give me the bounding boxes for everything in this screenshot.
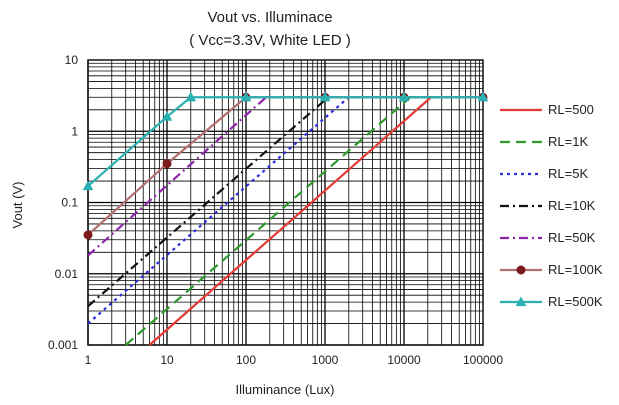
series-rl-50k — [87, 96, 483, 257]
y-tick-label: 0.01 — [55, 267, 79, 281]
legend-item: RL=10K — [500, 198, 596, 213]
y-axis-label: Vout (V) — [10, 182, 25, 229]
legend-item: RL=50K — [500, 230, 596, 245]
legend-marker — [515, 296, 527, 307]
x-tick-label: 1000 — [312, 353, 339, 367]
series-rl-500k — [82, 91, 489, 191]
data-point — [319, 91, 331, 102]
data-point — [161, 111, 173, 121]
y-tick-label: 0.1 — [61, 196, 78, 210]
y-tick-label: 0.001 — [48, 338, 78, 352]
x-tick-label: 10 — [160, 353, 174, 367]
data-point — [240, 91, 252, 102]
data-point — [82, 180, 94, 191]
series-line — [87, 96, 483, 236]
legend-item: RL=100K — [500, 262, 603, 277]
chart-title: Vout vs. Illuminace — [207, 9, 332, 26]
x-tick-label: 1 — [85, 353, 92, 367]
series-line — [87, 96, 483, 187]
series-line — [87, 96, 483, 257]
legend-item: RL=1K — [500, 134, 588, 149]
legend-marker — [516, 265, 526, 275]
legend-item: RL=500K — [500, 294, 603, 309]
data-point — [83, 230, 93, 240]
legend-label: RL=5K — [548, 166, 588, 181]
legend-label: RL=500K — [548, 294, 603, 309]
plot-frame — [87, 59, 484, 346]
legend: RL=500 RL=1K RL=5K RL=10K RL=50K RL=100K RL=50… — [500, 102, 603, 309]
y-tick-label: 10 — [65, 53, 79, 67]
legend-label: RL=1K — [548, 134, 588, 149]
series-layer — [82, 91, 489, 346]
x-axis-label: Illuminance (Lux) — [236, 382, 335, 397]
x-tick-label: 100 — [236, 353, 256, 367]
legend-item: RL=500 — [500, 102, 594, 117]
data-point — [185, 91, 197, 102]
series-rl-100k — [83, 92, 488, 240]
legend-label: RL=50K — [548, 230, 596, 245]
legend-label: RL=100K — [548, 262, 603, 277]
legend-label: RL=500 — [548, 102, 594, 117]
legend-label: RL=10K — [548, 198, 596, 213]
x-tick-label: 10000 — [387, 353, 421, 367]
chart-subtitle: ( Vcc=3.3V, White LED ) — [189, 32, 351, 49]
data-point — [398, 91, 410, 102]
tick-labels: 1 10 100 1000 10000 100000 10 1 0.1 0.01 0.001 — [48, 53, 503, 367]
legend-item: RL=5K — [500, 166, 588, 181]
x-tick-label: 100000 — [463, 353, 503, 367]
y-tick-label: 1 — [71, 124, 78, 138]
data-point — [162, 159, 172, 169]
data-point — [477, 91, 489, 102]
